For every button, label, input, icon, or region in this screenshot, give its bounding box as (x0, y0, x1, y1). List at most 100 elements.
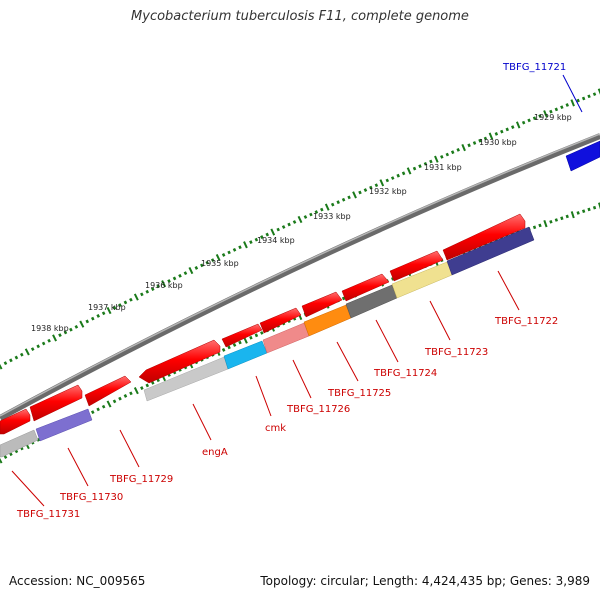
scale-tick (90, 410, 95, 415)
scale-tick (391, 276, 395, 281)
scale-tick (587, 94, 591, 99)
scale-tick (145, 383, 150, 388)
gene-label: TBFG_11723 (424, 347, 488, 358)
outer-scale (0, 88, 600, 370)
scale-tick (390, 176, 395, 180)
scale-tick (505, 127, 509, 132)
scale-tick (369, 185, 373, 190)
scale-tick (478, 138, 482, 143)
scale-tick (297, 215, 303, 224)
scale-tick (483, 136, 488, 141)
scale-tick (52, 334, 57, 342)
scale-tick (9, 452, 13, 457)
scale-tick (320, 207, 324, 212)
scale-tick (227, 250, 231, 255)
kbp-label: 1937 kbp (88, 303, 126, 312)
scale-tick (14, 355, 19, 360)
scale-tick (363, 188, 368, 192)
scale-tick (560, 216, 564, 221)
gene-arrow (138, 339, 221, 384)
scale-tick (200, 263, 204, 268)
scale-tick (133, 387, 139, 395)
scale-tick (429, 159, 433, 164)
kbp-label: 1932 kbp (369, 187, 407, 196)
scale-tick (123, 394, 128, 398)
scale-tick (532, 225, 537, 230)
scale-tick (330, 202, 335, 207)
gene-block-gray (0, 429, 39, 458)
scale-tick (232, 247, 237, 252)
scale-tick (538, 223, 542, 228)
scale-tick (63, 330, 68, 335)
scale-tick (450, 150, 455, 155)
scale-tick (543, 219, 548, 228)
scale-tick (341, 197, 346, 202)
scale-tick (494, 132, 499, 136)
scale-tick (3, 361, 8, 366)
gene-label: TBFG_11721 (502, 62, 566, 73)
scale-tick (183, 271, 188, 276)
gene-label: TBFG_11730 (59, 492, 123, 503)
scale-tick (150, 380, 155, 385)
scale-tick (3, 455, 8, 459)
scale-tick (150, 287, 155, 291)
scale-tick (379, 179, 385, 187)
scale-tick (238, 340, 242, 345)
scale-tick (140, 386, 144, 390)
gene-block-cyan (223, 340, 268, 370)
scale-tick (434, 155, 439, 163)
kbp-label: 1930 kbp (479, 138, 517, 147)
scale-tick (0, 457, 3, 464)
scale-tick (112, 399, 117, 404)
scale-tick (358, 190, 362, 195)
scale-tick (85, 319, 90, 324)
scale-tick (538, 114, 542, 118)
scale-tick (570, 99, 575, 107)
scale-tick (188, 266, 194, 275)
scale-tick (472, 141, 477, 145)
scale-tick (238, 245, 242, 250)
gene-arrow (301, 291, 343, 318)
gene-label: TBFG_11731 (16, 509, 80, 520)
scale-tick (401, 171, 406, 176)
scale-tick (41, 341, 46, 346)
scale-tick (69, 327, 73, 332)
scale-tick (396, 173, 400, 178)
scale-tick (96, 407, 100, 412)
scale-tick (36, 344, 41, 349)
scale-tick (74, 325, 79, 329)
scale-tick (129, 297, 133, 302)
scale-tick (96, 314, 101, 318)
gene-block-darkpurple (446, 226, 535, 276)
forward-genes (0, 213, 526, 435)
kbp-label: 1929 kbp (534, 113, 572, 122)
scale-tick (90, 316, 95, 321)
kbp-labels: 1929 kbp 1930 kbp 1931 kbp 1932 kbp 1933… (31, 113, 572, 333)
kbp-label: 1931 kbp (424, 163, 462, 172)
kbp-label: 1935 kbp (201, 259, 239, 268)
scale-tick (172, 276, 177, 281)
scale-tick (592, 92, 597, 96)
gene-label: TBFG_11722 (494, 316, 558, 327)
scale-tick (232, 343, 237, 347)
scale-tick (456, 148, 460, 152)
scale-tick (445, 152, 450, 157)
scale-tick (303, 215, 308, 219)
gene-block-blue (565, 140, 600, 172)
gene-label: TBFG_11725 (327, 388, 391, 399)
scale-tick (254, 333, 259, 338)
scale-tick (47, 338, 51, 343)
gene-label: TBFG_11724 (373, 368, 437, 379)
scale-tick (412, 166, 417, 171)
scale-tick (194, 266, 199, 270)
reverse-genes (0, 140, 600, 458)
scale-tick (324, 203, 330, 211)
scale-tick (406, 167, 412, 175)
gene-arrow (0, 408, 31, 435)
scale-tick (549, 109, 553, 114)
scale-tick (101, 311, 106, 316)
scale-tick (276, 227, 280, 232)
scale-tick (500, 129, 504, 134)
scale-tick (532, 116, 537, 121)
